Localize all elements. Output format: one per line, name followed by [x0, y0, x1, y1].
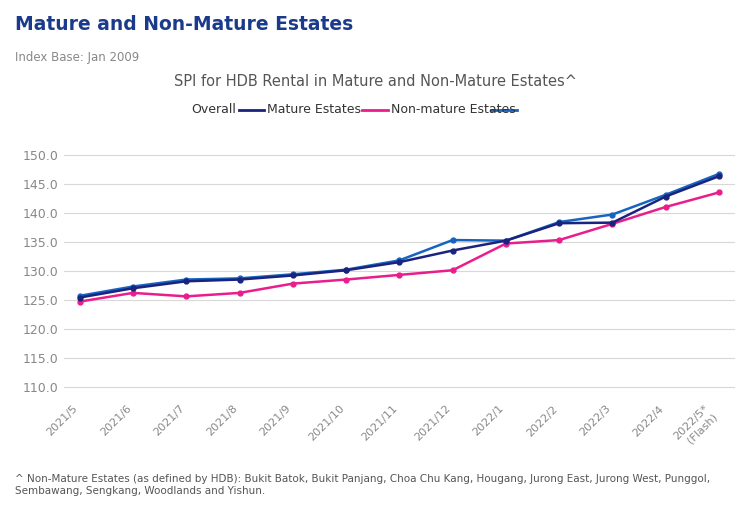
Text: Overall: Overall [191, 103, 236, 117]
Text: Index Base: Jan 2009: Index Base: Jan 2009 [15, 51, 140, 64]
Text: SPI for HDB Rental in Mature and Non-Mature Estates^: SPI for HDB Rental in Mature and Non-Mat… [173, 74, 577, 89]
Text: Non-mature Estates: Non-mature Estates [391, 103, 515, 117]
Text: Mature Estates: Mature Estates [267, 103, 361, 117]
Text: Mature and Non-Mature Estates: Mature and Non-Mature Estates [15, 15, 353, 34]
Text: ^ Non-Mature Estates (as defined by HDB): Bukit Batok, Bukit Panjang, Choa Chu K: ^ Non-Mature Estates (as defined by HDB)… [15, 474, 710, 496]
